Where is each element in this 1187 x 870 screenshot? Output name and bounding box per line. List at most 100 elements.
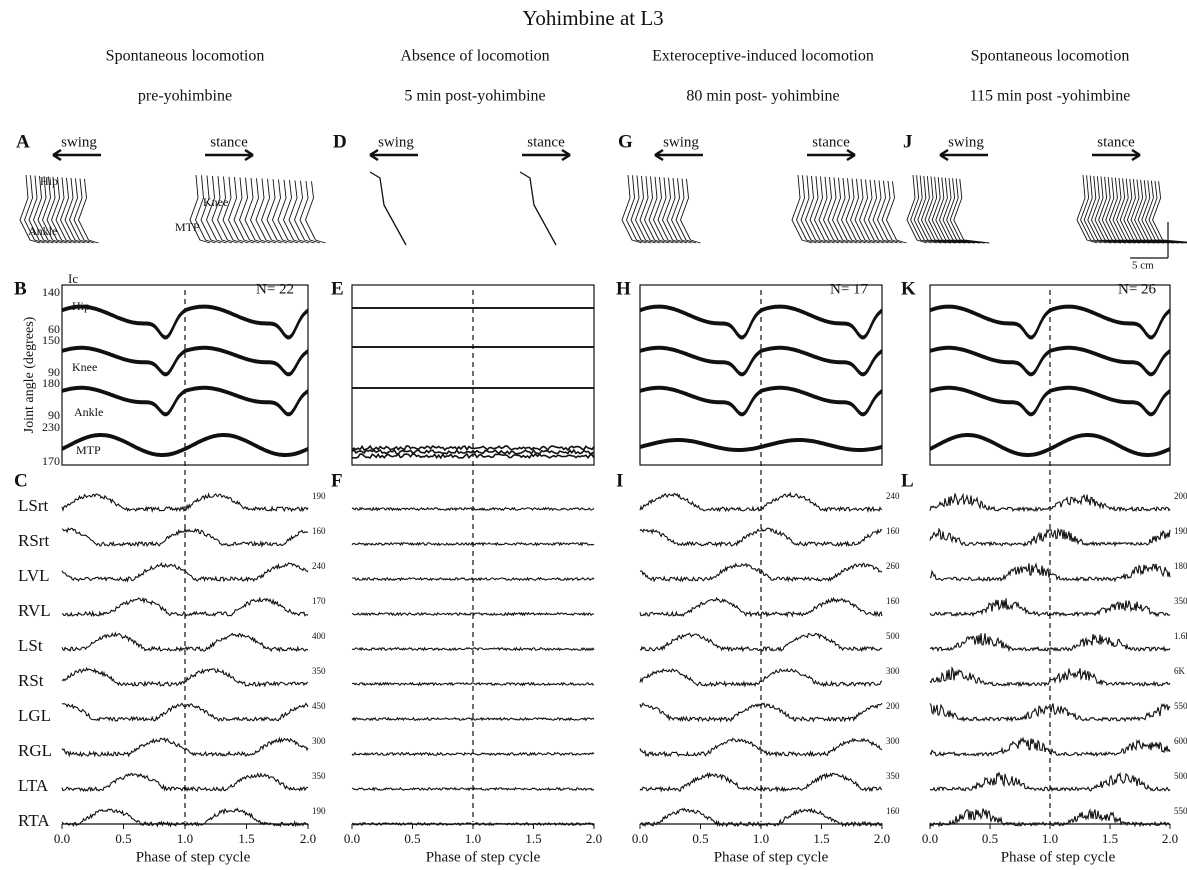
y-tick-label: 180: [42, 376, 60, 390]
limb-stick: [228, 177, 249, 244]
swing-label: swing: [61, 134, 97, 150]
muscle-label: RVL: [18, 601, 51, 620]
emg-scale: 200: [1174, 491, 1187, 501]
limb-stick: [60, 177, 81, 244]
emg-trace: [929, 808, 1171, 828]
x-tick-label: 0.5: [115, 831, 131, 846]
limb-stick: [305, 181, 326, 244]
muscle-label: LVL: [18, 566, 50, 585]
limb-stick: [189, 174, 211, 244]
limb-stick: [953, 178, 990, 244]
emg-trace: [61, 772, 308, 793]
panel-letter: G: [618, 131, 633, 152]
limb-stick: [288, 180, 310, 244]
limb-stick: [1098, 176, 1126, 244]
stance-label: stance: [527, 134, 565, 150]
limb-stick: [841, 178, 862, 244]
limb-stick: [621, 174, 643, 244]
limb-stick: [28, 175, 50, 244]
joint-label: Ankle: [74, 405, 103, 419]
limb-stick: [877, 180, 898, 244]
limb-stick: [294, 180, 315, 244]
panel-letter: J: [903, 131, 913, 152]
limb-stick: [1083, 175, 1107, 244]
limb-stick: [272, 179, 293, 244]
stance-label: stance: [812, 134, 850, 150]
scale-bar-label: 5 cm: [1132, 260, 1154, 272]
emg-trace: [929, 633, 1171, 653]
joint-label: MTP: [76, 443, 101, 457]
limb-stick: [200, 175, 222, 244]
x-tick-label: 2.0: [300, 831, 316, 846]
x-tick-label: 1.0: [177, 831, 193, 846]
emg-scale: 190: [1174, 526, 1187, 536]
column-heading: Exteroceptive-induced locomotion: [652, 48, 874, 65]
emg-scale: 170: [312, 596, 326, 606]
joint-angle-trace: [351, 448, 595, 456]
limb-stick: [886, 181, 907, 244]
y-tick-label: 150: [42, 333, 60, 347]
limb-stick: [1105, 177, 1136, 244]
panel-letter: E: [331, 278, 344, 299]
limb-stick: [800, 175, 822, 244]
panel-letter: K: [901, 278, 916, 299]
limb-stick: [791, 174, 813, 244]
limb-stick: [55, 177, 77, 244]
emg-scale: 500: [886, 631, 900, 641]
emg-scale: 160: [886, 806, 900, 816]
joint-label: Knee: [72, 360, 97, 374]
limb-stick: [935, 177, 966, 244]
x-tick-label: 0.0: [54, 831, 70, 846]
limb-stick: [949, 178, 985, 244]
joint-angle-trace: [639, 440, 883, 453]
stance-arrow: [522, 148, 571, 162]
joint-angle-trace: [639, 348, 883, 377]
limb-stick: [920, 176, 947, 244]
limb-stick: [369, 171, 407, 246]
limb-stick: [850, 178, 871, 244]
x-tick-label: 0.0: [922, 831, 938, 846]
limb-stick: [1126, 179, 1165, 244]
joint-angle-trace: [929, 434, 1171, 456]
limb-stick: [931, 177, 961, 244]
x-tick-label: 1.5: [238, 831, 254, 846]
limb-stick: [845, 178, 867, 244]
y-tick-label: 140: [42, 285, 60, 299]
limb-stick: [913, 175, 937, 244]
joint-angle-trace: [61, 346, 309, 376]
limb-stick: [19, 174, 41, 244]
limb-stick: [1087, 175, 1112, 244]
limb-stick: [805, 175, 826, 244]
limb-stick: [1116, 178, 1150, 244]
x-axis-label: Phase of step cycle: [714, 849, 829, 865]
stance-arrow: [205, 148, 254, 162]
limb-stick: [211, 176, 233, 244]
emg-scale: 240: [886, 491, 900, 501]
emg-scale: 260: [886, 561, 900, 571]
emg-scale: 550: [1174, 701, 1187, 711]
limb-stick: [519, 171, 557, 246]
limb-stick: [836, 177, 858, 244]
x-tick-label: 1.0: [465, 831, 481, 846]
stance-label: stance: [1097, 134, 1135, 150]
limb-stick: [1112, 177, 1146, 244]
limb-stick: [680, 178, 701, 244]
panel-letter: L: [901, 470, 914, 491]
panel-letter: B: [14, 278, 27, 299]
stance-label: stance: [210, 134, 248, 150]
emg-trace: [929, 598, 1171, 618]
limb-stick: [24, 175, 45, 244]
limb-stick: [277, 179, 299, 244]
panel-letter: C: [14, 470, 28, 491]
muscle-label: LSrt: [18, 496, 49, 515]
joint-marker-label: MTP: [175, 220, 200, 234]
figure-title: Yohimbine at L3: [522, 6, 663, 30]
muscle-label: LTA: [18, 776, 49, 795]
emg-trace: [61, 596, 309, 617]
x-tick-label: 1.5: [1102, 831, 1118, 846]
limb-stick: [868, 180, 889, 244]
joint-angle-trace: [929, 346, 1171, 376]
x-tick-label: 2.0: [1162, 831, 1178, 846]
x-axis-label: Phase of step cycle: [426, 849, 541, 865]
